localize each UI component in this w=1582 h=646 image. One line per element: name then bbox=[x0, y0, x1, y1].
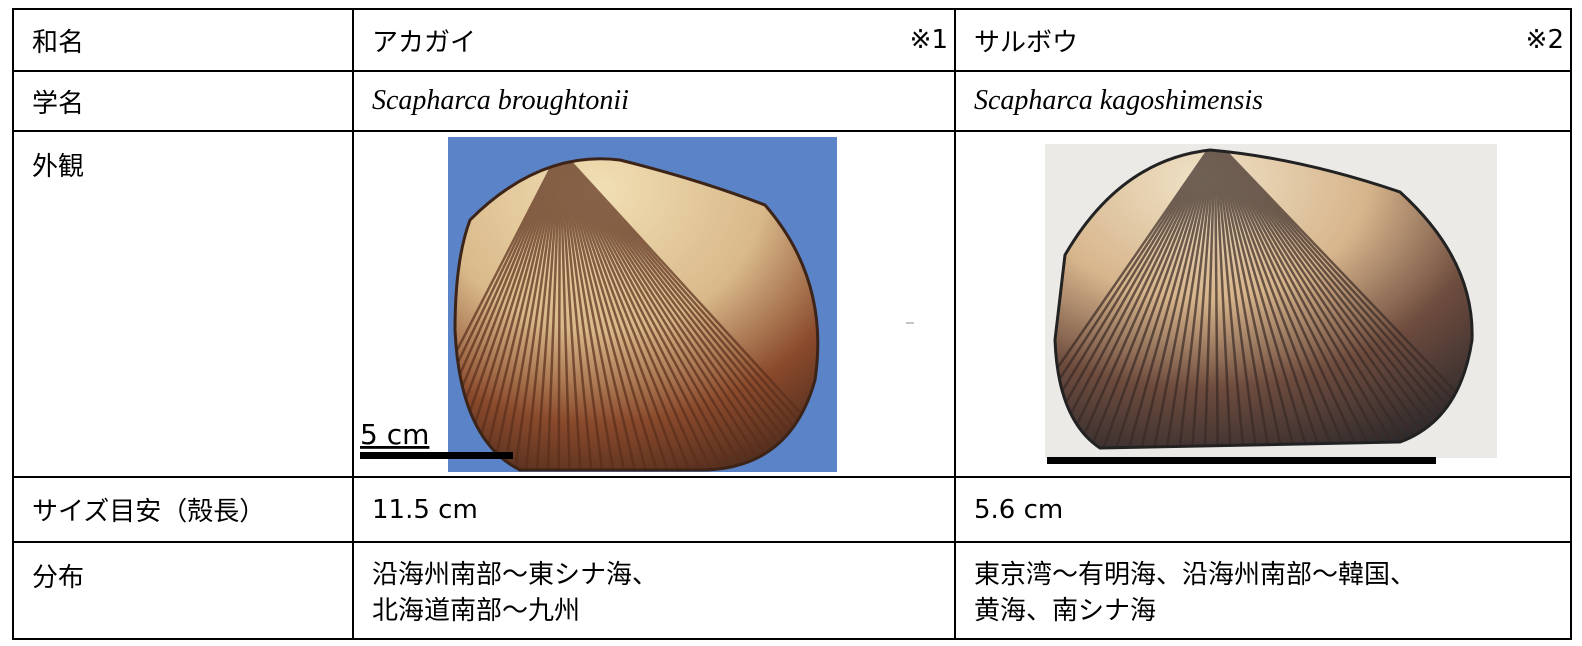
note: ※2 bbox=[1525, 25, 1564, 55]
row: 和名 アカガイ ※1 サルボウ ※2 bbox=[12, 8, 1572, 72]
row: 学名 Scapharca broughtonii Scapharca kagos… bbox=[12, 70, 1572, 132]
size: 5.6 cm bbox=[954, 476, 1572, 543]
note: ※1 bbox=[909, 25, 948, 55]
row-label: サイズ目安（殻長） bbox=[12, 476, 354, 543]
cell: アカガイ ※1 bbox=[352, 8, 956, 72]
size: 11.5 cm bbox=[352, 476, 956, 543]
image-cell bbox=[352, 130, 956, 478]
common-name: サルボウ bbox=[974, 27, 1079, 58]
distribution: 東京湾～有明海、沿海州南部～韓国、 黄海、南シナ海 bbox=[954, 541, 1572, 640]
scientific-name: Scapharca broughtonii bbox=[352, 70, 956, 132]
row-label: 和名 bbox=[12, 8, 354, 72]
distribution: 沿海州南部～東シナ海、 北海道南部～九州 bbox=[352, 541, 956, 640]
common-name: アカガイ bbox=[372, 27, 477, 58]
row: 分布 沿海州南部～東シナ海、 北海道南部～九州 東京湾～有明海、沿海州南部～韓国… bbox=[12, 541, 1572, 640]
row-label: 分布 bbox=[12, 541, 354, 640]
row-label: 外観 bbox=[12, 130, 354, 478]
row: 外観 bbox=[12, 130, 1572, 478]
scientific-name: Scapharca kagoshimensis bbox=[954, 70, 1572, 132]
image-cell bbox=[954, 130, 1572, 478]
cell: サルボウ ※2 bbox=[954, 8, 1572, 72]
row-label: 学名 bbox=[12, 70, 354, 132]
comparison-table: 和名 アカガイ ※1 サルボウ ※2 学名 Scapharca broughtoni… bbox=[12, 8, 1572, 640]
row: サイズ目安（殻長） 11.5 cm 5.6 cm bbox=[12, 476, 1572, 543]
